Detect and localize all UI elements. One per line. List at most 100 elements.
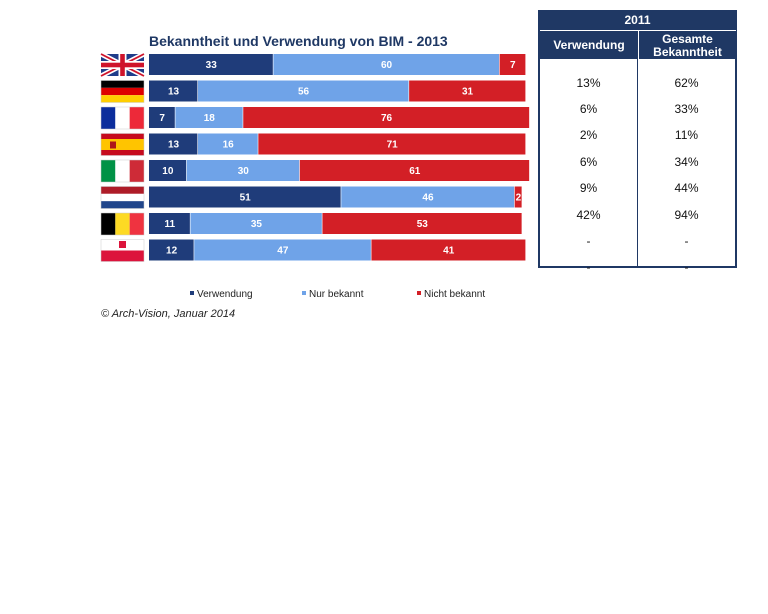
- flag-part: [101, 213, 116, 235]
- flag-part: [101, 186, 144, 194]
- data-label: 16: [223, 140, 235, 151]
- data-label: 56: [298, 87, 310, 98]
- table-cell: 2%: [579, 128, 598, 142]
- column-header-gesamte-bekanntheit: Gesamte Bekanntheit: [638, 30, 736, 60]
- flag-part: [101, 133, 144, 139]
- data-label: 47: [277, 246, 289, 257]
- flag-part: [115, 107, 130, 129]
- data-label: 76: [381, 113, 393, 124]
- flag-part: [101, 87, 144, 96]
- bar-pl-nicht-bekannt: [371, 239, 526, 261]
- bar-it-nicht-bekannt: [299, 160, 530, 181]
- data-label: 7: [510, 60, 516, 71]
- bar-es-nicht-bekannt: [258, 133, 526, 155]
- flag-part: [100, 239, 145, 262]
- data-label: 13: [168, 140, 180, 151]
- legend-item-verwendung: Verwendung: [190, 289, 253, 300]
- bar-be-nicht-bekannt: [322, 213, 522, 234]
- table-cell: 11%: [674, 128, 699, 142]
- flag-part: [101, 201, 144, 209]
- bar-it-verwendung: [149, 160, 187, 181]
- legend-swatch: [302, 291, 306, 296]
- table-cell: -: [684, 234, 689, 248]
- flag-part: [100, 212, 145, 236]
- data-label: 30: [238, 166, 250, 177]
- data-label: 12: [166, 246, 178, 257]
- bar-pl-verwendung: [149, 239, 194, 261]
- flag-part: [101, 95, 144, 103]
- legend-swatch: [417, 291, 421, 296]
- data-label: 41: [443, 246, 455, 257]
- flag-part: [100, 133, 145, 156]
- flag-part: [101, 139, 144, 150]
- table-row: --: [540, 228, 735, 254]
- data-label: 35: [251, 219, 263, 230]
- flag-part: [115, 160, 130, 182]
- bar-de-nur-bekannt: [198, 80, 409, 102]
- bar-uk-nicht-bekannt: [499, 54, 526, 75]
- legend-label: Verwendung: [197, 289, 253, 300]
- data-label: 18: [204, 113, 216, 124]
- flag-part: [101, 250, 144, 262]
- legend-label: Nur bekannt: [309, 289, 364, 300]
- data-label: 33: [206, 60, 218, 71]
- data-label: 2: [516, 193, 522, 204]
- table-year: 2011: [624, 13, 651, 27]
- table-cell: 6%: [579, 102, 598, 116]
- bar-pl-nur-bekannt: [194, 239, 371, 261]
- data-label: 7: [159, 113, 165, 124]
- data-label: 51: [240, 193, 252, 204]
- table-cell: -: [684, 260, 689, 274]
- table-cell: 13%: [576, 76, 601, 90]
- italy-flag-icon: [100, 159, 145, 183]
- bar-fr-verwendung: [149, 107, 175, 128]
- column-divider: [637, 59, 638, 266]
- table-row: 6% 33%: [540, 96, 735, 122]
- table-cell: 94%: [674, 208, 699, 222]
- legend-item-nicht-bekannt: Nicht bekannt: [417, 289, 485, 300]
- legend-item-nur-bekannt: Nur bekannt: [302, 289, 363, 300]
- data-label: 53: [417, 219, 429, 230]
- poland-flag-icon: [100, 239, 145, 262]
- bar-fr-nur-bekannt: [175, 107, 243, 128]
- flag-part: [101, 107, 116, 129]
- table-cell: -: [586, 234, 591, 248]
- united-kingdom-flag-icon: [99, 51, 146, 79]
- france-flag-icon: [100, 106, 145, 130]
- flag-part: [100, 106, 145, 130]
- bar-uk-nur-bekannt: [273, 54, 500, 75]
- bar-nl-verwendung: [149, 186, 341, 208]
- bar-be-verwendung: [149, 213, 190, 234]
- flag-part: [129, 160, 144, 182]
- column-header-verwendung: Verwendung: [540, 30, 638, 60]
- chart-title: Bekanntheit und Verwendung von BIM - 201…: [149, 33, 448, 49]
- flag-part: [101, 193, 144, 202]
- table-cell: 44%: [674, 181, 699, 195]
- spain-flag-icon: [100, 133, 145, 156]
- flag-part: [101, 62, 144, 68]
- bar-nl-nur-bekannt: [341, 186, 515, 208]
- bar-uk-verwendung: [149, 54, 273, 75]
- flag-part: [101, 160, 116, 182]
- copyright-note: © Arch-Vision, Januar 2014: [101, 308, 236, 320]
- flag-part: [110, 141, 116, 149]
- data-label: 46: [422, 193, 434, 204]
- table-row: 2% 11%: [540, 122, 735, 148]
- data-label: 61: [409, 166, 421, 177]
- germany-flag-icon: [100, 80, 145, 103]
- flag-part: [129, 107, 144, 129]
- table-cell: 6%: [579, 155, 598, 169]
- table-row: 42% 94%: [540, 202, 735, 228]
- flag-part: [100, 159, 145, 183]
- table-2011: 2011 Verwendung Gesamte Bekanntheit 13% 6…: [538, 10, 737, 274]
- data-label: 60: [381, 60, 393, 71]
- bar-it-nur-bekannt: [186, 160, 300, 181]
- data-label: 11: [164, 219, 175, 230]
- table-cell: 42%: [576, 208, 601, 222]
- table-row: --: [540, 254, 735, 280]
- bar-de-verwendung: [149, 80, 198, 102]
- flag-part: [100, 186, 145, 209]
- bar-de-nicht-bekannt: [409, 80, 526, 102]
- data-label: 31: [462, 87, 474, 98]
- data-label: 10: [162, 166, 174, 177]
